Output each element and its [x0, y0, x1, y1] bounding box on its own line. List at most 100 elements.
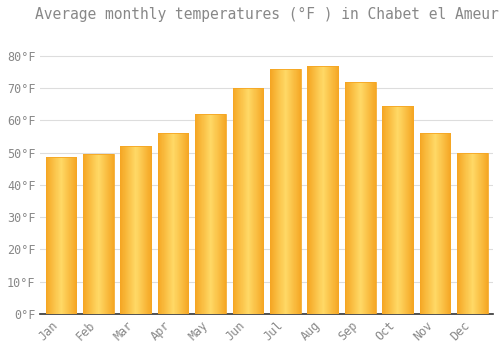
Bar — [385, 106, 386, 314]
Bar — [135, 146, 136, 314]
Bar — [317, 65, 318, 314]
Bar — [236, 88, 237, 314]
Bar — [476, 153, 477, 314]
Bar — [253, 88, 254, 314]
Bar — [83, 154, 114, 314]
Bar — [130, 146, 131, 314]
Bar — [72, 158, 73, 314]
Bar — [478, 153, 479, 314]
Bar — [87, 154, 88, 314]
Bar — [287, 69, 288, 314]
Bar — [409, 106, 410, 314]
Bar — [212, 114, 213, 314]
Bar — [448, 133, 449, 314]
Bar — [358, 82, 359, 314]
Bar — [398, 106, 399, 314]
Bar — [96, 154, 97, 314]
Bar — [486, 153, 487, 314]
Bar — [278, 69, 279, 314]
Bar — [272, 69, 273, 314]
Bar — [202, 114, 203, 314]
Bar — [426, 133, 427, 314]
Bar — [282, 69, 283, 314]
Bar — [172, 133, 173, 314]
Bar — [102, 154, 104, 314]
Bar — [483, 153, 484, 314]
Bar — [466, 153, 467, 314]
Bar — [396, 106, 397, 314]
Bar — [168, 133, 170, 314]
Bar — [482, 153, 483, 314]
Bar — [406, 106, 407, 314]
Bar — [275, 69, 276, 314]
Bar — [351, 82, 352, 314]
Bar — [173, 133, 174, 314]
Bar — [216, 114, 217, 314]
Bar — [388, 106, 389, 314]
Bar — [471, 153, 472, 314]
Bar — [241, 88, 242, 314]
Bar — [160, 133, 161, 314]
Bar — [109, 154, 110, 314]
Bar — [427, 133, 428, 314]
Bar — [170, 133, 171, 314]
Bar — [92, 154, 93, 314]
Bar — [391, 106, 392, 314]
Bar — [62, 158, 63, 314]
Bar — [484, 153, 485, 314]
Bar — [446, 133, 447, 314]
Bar — [126, 146, 127, 314]
Bar — [161, 133, 162, 314]
Bar — [142, 146, 143, 314]
Bar — [199, 114, 200, 314]
Bar — [294, 69, 295, 314]
Bar — [438, 133, 439, 314]
Bar — [395, 106, 396, 314]
Bar — [247, 88, 248, 314]
Bar — [94, 154, 95, 314]
Bar — [334, 65, 335, 314]
Bar — [472, 153, 473, 314]
Bar — [71, 158, 72, 314]
Bar — [457, 153, 488, 314]
Bar — [235, 88, 236, 314]
Bar — [345, 82, 346, 314]
Bar — [97, 154, 98, 314]
Bar — [360, 82, 361, 314]
Bar — [211, 114, 212, 314]
Bar — [361, 82, 362, 314]
Bar — [255, 88, 256, 314]
Bar — [65, 158, 66, 314]
Bar — [285, 69, 286, 314]
Bar — [217, 114, 218, 314]
Bar — [284, 69, 285, 314]
Bar — [195, 114, 196, 314]
Bar — [125, 146, 126, 314]
Bar — [69, 158, 70, 314]
Bar — [210, 114, 211, 314]
Bar — [167, 133, 168, 314]
Bar — [252, 88, 253, 314]
Bar — [263, 88, 264, 314]
Bar — [362, 82, 363, 314]
Bar — [237, 88, 238, 314]
Bar — [84, 154, 85, 314]
Bar — [165, 133, 166, 314]
Bar — [333, 65, 334, 314]
Bar — [431, 133, 432, 314]
Bar — [308, 65, 309, 314]
Bar — [356, 82, 357, 314]
Bar — [403, 106, 404, 314]
Bar — [327, 65, 328, 314]
Bar — [105, 154, 106, 314]
Bar — [181, 133, 182, 314]
Bar — [485, 153, 486, 314]
Bar — [469, 153, 470, 314]
Bar — [319, 65, 320, 314]
Bar — [324, 65, 325, 314]
Bar — [99, 154, 100, 314]
Bar — [55, 158, 56, 314]
Bar — [408, 106, 409, 314]
Bar — [406, 106, 408, 314]
Bar — [222, 114, 223, 314]
